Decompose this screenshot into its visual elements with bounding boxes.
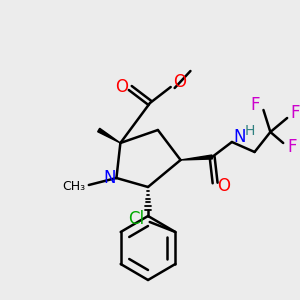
Text: F: F xyxy=(287,138,297,156)
Text: F: F xyxy=(251,96,260,114)
Text: O: O xyxy=(173,73,186,91)
Text: N: N xyxy=(233,128,246,146)
Text: N: N xyxy=(103,169,116,187)
Polygon shape xyxy=(181,155,212,160)
Text: CH₃: CH₃ xyxy=(62,179,86,193)
Polygon shape xyxy=(98,128,120,143)
Text: Cl: Cl xyxy=(128,210,144,228)
Text: O: O xyxy=(115,78,128,96)
Text: O: O xyxy=(218,177,230,195)
Text: F: F xyxy=(290,104,300,122)
Text: H: H xyxy=(244,124,255,138)
